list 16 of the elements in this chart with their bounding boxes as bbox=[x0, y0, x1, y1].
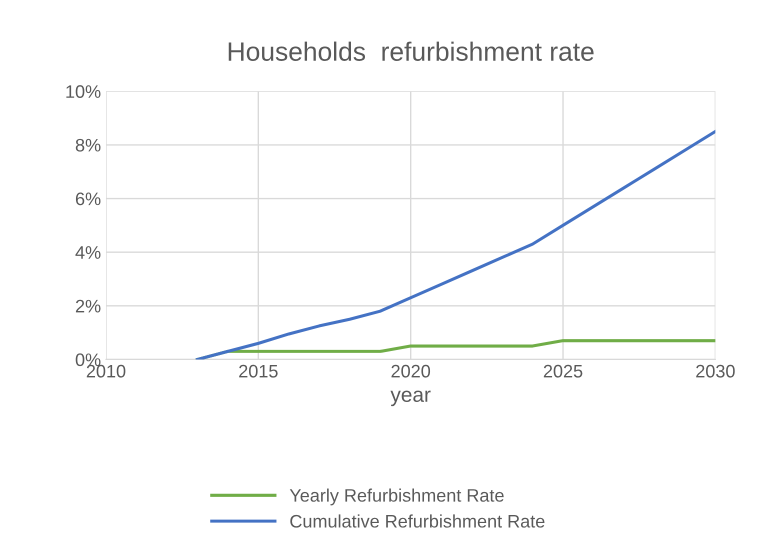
x-tick-label: 2020 bbox=[392, 364, 430, 378]
y-tick-label: 4% bbox=[75, 246, 100, 259]
y-tick-label: 0% bbox=[76, 353, 100, 366]
y-tick-label: 10% bbox=[66, 85, 100, 98]
chart-title: Households refurbishment rate bbox=[228, 42, 594, 61]
y-tick-label: 2% bbox=[76, 300, 100, 312]
x-tick-label: 2010 bbox=[86, 364, 126, 378]
legend-label: Cumulative Refurbishment Rate bbox=[290, 514, 544, 528]
y-tick-label: 6% bbox=[76, 192, 100, 206]
x-tick-label: 2025 bbox=[544, 364, 582, 378]
line-series bbox=[196, 130, 716, 360]
x-axis-title: year bbox=[390, 390, 431, 406]
x-tick-label: 2030 bbox=[696, 364, 735, 378]
legend-label: Yearly Refurbishment Rate bbox=[290, 488, 504, 506]
y-tick-label: 8% bbox=[76, 138, 100, 152]
x-tick-label: 2015 bbox=[239, 364, 278, 378]
